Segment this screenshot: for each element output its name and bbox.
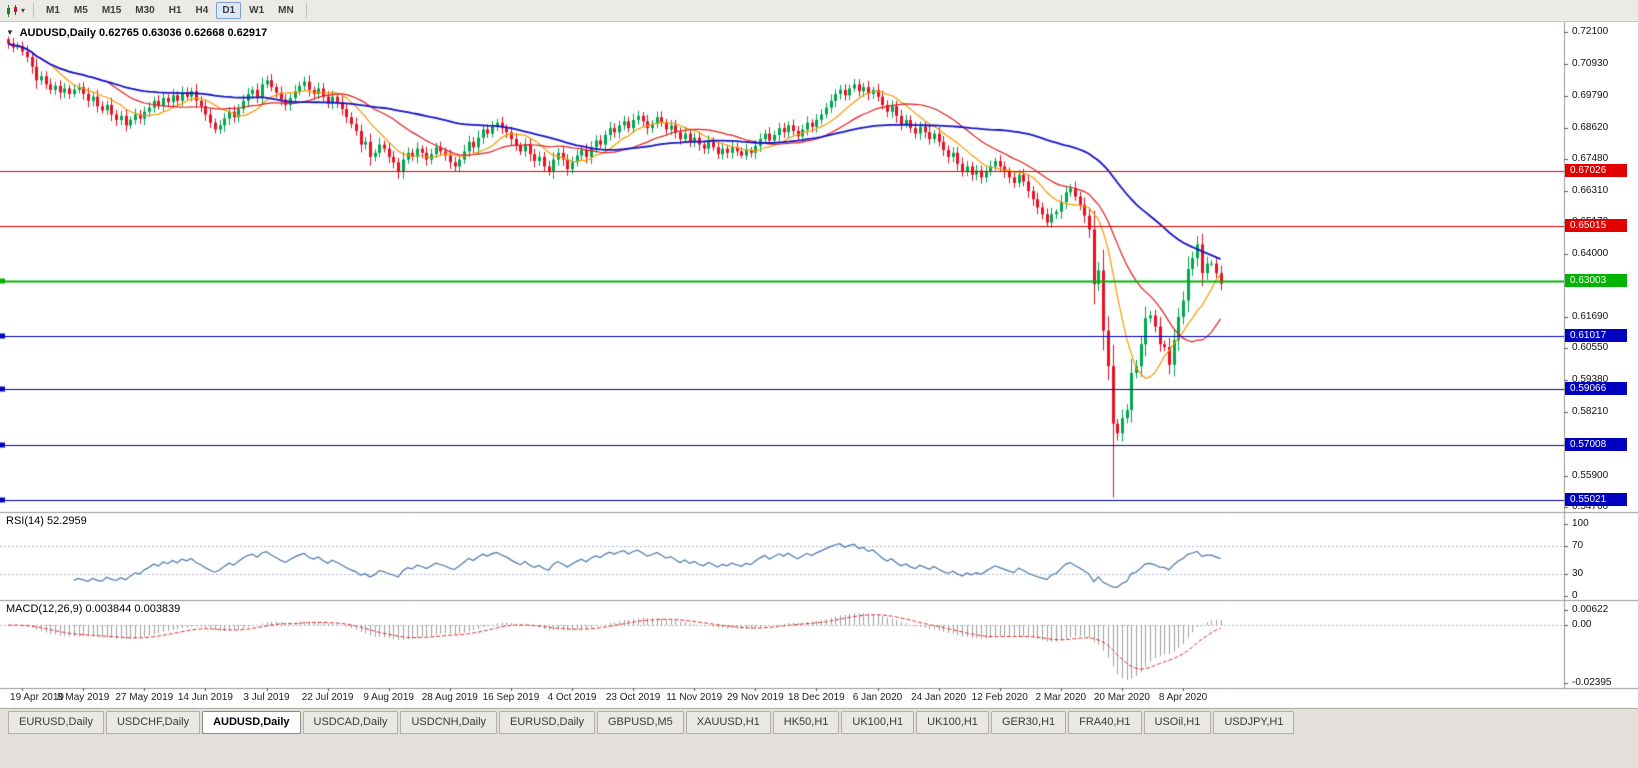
chevron-down-icon[interactable]: ▾ xyxy=(21,6,26,15)
date-axis-label: 14 Jun 2019 xyxy=(177,692,233,703)
price-axis-tick: 0.59380 xyxy=(1572,374,1609,386)
chart-tab-usdcad-daily[interactable]: USDCAD,Daily xyxy=(302,711,399,734)
chart-tab-gbpusd-m5[interactable]: GBPUSD,M5 xyxy=(597,711,684,734)
timeframe-button-h1[interactable]: H1 xyxy=(168,5,182,16)
price-axis-tick: 0.72100 xyxy=(1572,26,1609,38)
chart-tab-bar: EURUSD,Daily USDCHF,Daily AUDUSD,Daily USDC… xyxy=(0,708,1638,768)
chart-title-symbol: AUDUSD,Daily xyxy=(19,27,96,39)
chart-tab-fra40-h1[interactable]: FRA40,H1 xyxy=(1068,711,1142,734)
chart-context-icon[interactable]: ▼ xyxy=(6,28,14,37)
timeframe-button-m30[interactable]: M30 xyxy=(135,5,155,16)
price-axis-tick: 0.69790 xyxy=(1572,89,1609,101)
date-axis-label: 18 Dec 2019 xyxy=(788,692,845,703)
rsi-indicator-label: RSI(14) 52.2959 xyxy=(6,515,87,527)
price-axis-tick: 0.68620 xyxy=(1572,121,1609,133)
date-axis-label: 3 Jul 2019 xyxy=(243,692,290,703)
chart-tab-usoil-h1[interactable]: USOil,H1 xyxy=(1143,711,1212,734)
price-axis-tick: 0.58210 xyxy=(1572,406,1609,418)
chart-tab-audusd-daily[interactable]: AUDUSD,Daily xyxy=(202,711,301,734)
date-axis-label: 12 Feb 2020 xyxy=(971,692,1028,703)
date-axis-label: 22 Jul 2019 xyxy=(301,692,354,703)
timeframe-button-group: M1 M5 M15 M30 H1 H4 D1 W1 MN xyxy=(39,2,301,19)
rsi-axis-tick: 30 xyxy=(1572,568,1584,580)
date-axis-label: 29 Nov 2019 xyxy=(726,692,784,703)
level-price-tag: 0.55021 xyxy=(1565,492,1627,506)
price-axis-tick: 0.61690 xyxy=(1572,311,1609,323)
price-axis-tick: 0.70930 xyxy=(1572,58,1609,70)
chart-tab-ger30-h1[interactable]: GER30,H1 xyxy=(990,711,1067,734)
date-axis-label: 16 Sep 2019 xyxy=(482,692,540,703)
date-axis-label: 4 Oct 2019 xyxy=(547,692,597,703)
date-axis-label: 23 Oct 2019 xyxy=(605,692,661,703)
macd-indicator-label: MACD(12,26,9) 0.003844 0.003839 xyxy=(6,603,181,615)
date-axis-label: 6 Jan 2020 xyxy=(852,692,903,703)
level-price-tag: 0.61017 xyxy=(1565,328,1627,342)
price-axis-tick: 0.67480 xyxy=(1572,152,1609,164)
chart-tab-usdjpy-h1[interactable]: USDJPY,H1 xyxy=(1213,711,1295,734)
date-axis-label: 19 Apr 2019 xyxy=(10,692,64,703)
date-axis-label: 9 Aug 2019 xyxy=(363,692,414,703)
rsi-axis-tick: 70 xyxy=(1572,539,1584,551)
timeframe-button-m1[interactable]: M1 xyxy=(46,5,60,16)
date-axis-label: 28 Aug 2019 xyxy=(421,692,478,703)
chart-tab-eurusd-daily[interactable]: EURUSD,Daily xyxy=(499,711,595,734)
price-axis-tick: 0.60550 xyxy=(1572,342,1609,354)
timeframe-button-m5[interactable]: M5 xyxy=(73,5,88,16)
chart-tab-hk50-h1[interactable]: HK50,H1 xyxy=(772,711,840,734)
timeframe-button-w1[interactable]: W1 xyxy=(249,5,265,16)
rsi-axis-tick: 0 xyxy=(1572,590,1578,601)
price-axis-tick: 0.54760 xyxy=(1572,500,1609,512)
toolbar-separator xyxy=(33,3,35,18)
date-axis-label: 11 Nov 2019 xyxy=(666,692,723,703)
timeframe-button-h4[interactable]: H4 xyxy=(195,5,209,16)
price-axis-tick: 0.55900 xyxy=(1572,469,1609,481)
chart-tab-uk100-h1[interactable]: UK100,H1 xyxy=(841,711,915,734)
chart-title: ▼ AUDUSD,Daily 0.62765 0.63036 0.62668 0… xyxy=(6,27,267,39)
level-price-tag: 0.57008 xyxy=(1565,438,1627,452)
rsi-axis-tick: 100 xyxy=(1572,518,1589,529)
date-axis-label: 2 Mar 2020 xyxy=(1035,692,1087,703)
level-price-tag: 0.59066 xyxy=(1565,381,1627,395)
toolbar-separator xyxy=(305,3,307,18)
date-axis-label: 8 May 2019 xyxy=(57,692,110,703)
toolbar: ▾ M1 M5 M15 M30 H1 H4 D1 W1 MN xyxy=(0,0,1638,22)
macd-axis-tick: -0.02395 xyxy=(1572,677,1612,688)
macd-axis-tick: 0.00 xyxy=(1572,619,1592,631)
timeframe-button-m15[interactable]: M15 xyxy=(101,5,122,16)
chart-tab-uk100-h1[interactable]: UK100,H1 xyxy=(916,711,989,734)
timeframe-button-d1[interactable]: D1 xyxy=(216,2,242,19)
timeframe-button-mn[interactable]: MN xyxy=(278,5,294,16)
chart-tab-usdcnh-daily[interactable]: USDCNH,Daily xyxy=(400,711,498,734)
level-price-tag: 0.63003 xyxy=(1565,274,1627,288)
candlestick-chart-icon[interactable] xyxy=(4,4,20,18)
chart-tab-xauusd-h1[interactable]: XAUUSD,H1 xyxy=(685,711,771,734)
level-price-tag: 0.65015 xyxy=(1565,219,1627,233)
price-axis-tick: 0.66310 xyxy=(1572,184,1609,196)
macd-axis-tick: 0.00622 xyxy=(1572,604,1609,615)
chart-tab-usdchf-daily[interactable]: USDCHF,Daily xyxy=(105,711,201,734)
chart-title-ohlc: 0.62765 0.63036 0.62668 0.62917 xyxy=(99,27,268,39)
price-axis-tick: 0.64000 xyxy=(1572,248,1609,259)
level-price-tag: 0.67026 xyxy=(1565,164,1627,178)
date-axis-label: 24 Jan 2020 xyxy=(911,692,967,703)
chart-tab-eurusd-daily[interactable]: EURUSD,Daily xyxy=(8,711,104,734)
date-axis-label: 20 Mar 2020 xyxy=(1093,692,1150,703)
date-axis-label: 8 Apr 2020 xyxy=(1158,692,1208,703)
date-axis-label: 27 May 2019 xyxy=(115,692,174,703)
